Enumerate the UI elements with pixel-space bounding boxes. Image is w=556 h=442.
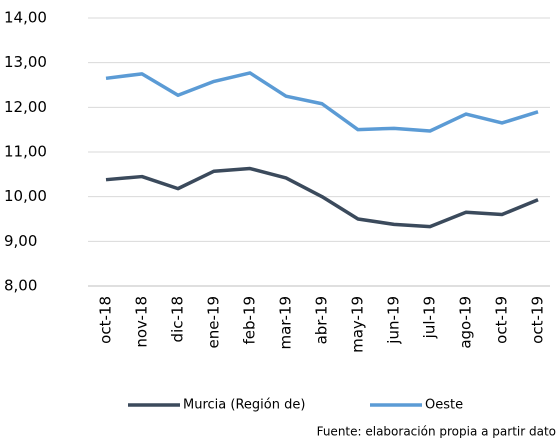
y-tick-label: 14,00 [4,9,47,27]
x-tick-label: oct-19 [529,296,547,344]
x-tick-label: ago-19 [457,296,475,349]
y-tick-label: 12,00 [4,98,47,116]
x-tick-label: ene-19 [205,296,223,348]
y-tick-label: 13,00 [4,53,47,71]
x-tick-label: feb-19 [241,296,259,345]
y-tick-label: 11,00 [4,143,47,161]
y-tick-label: 8,00 [4,277,37,295]
x-tick-label: dic-18 [169,296,187,342]
x-tick-label: abr-19 [313,296,331,344]
series-line [105,166,539,229]
x-tick-label: oct-18 [97,296,115,344]
x-tick-label: jun-19 [385,296,403,345]
legend-label: Murcia (Región de) [183,398,305,413]
y-tick-label: 9,00 [4,232,37,250]
x-tick-label: mar-19 [277,296,295,350]
y-tick-label: 10,00 [4,187,47,205]
x-tick-label: jul-19 [421,296,439,339]
x-tick-label: nov-18 [133,296,151,348]
source-note: Fuente: elaboración propia a partir dato [317,425,556,439]
legend-label: Oeste [425,398,463,413]
x-tick-label: oct-19 [493,296,511,344]
series-line [105,71,539,133]
x-tick-label: may-19 [349,296,367,353]
